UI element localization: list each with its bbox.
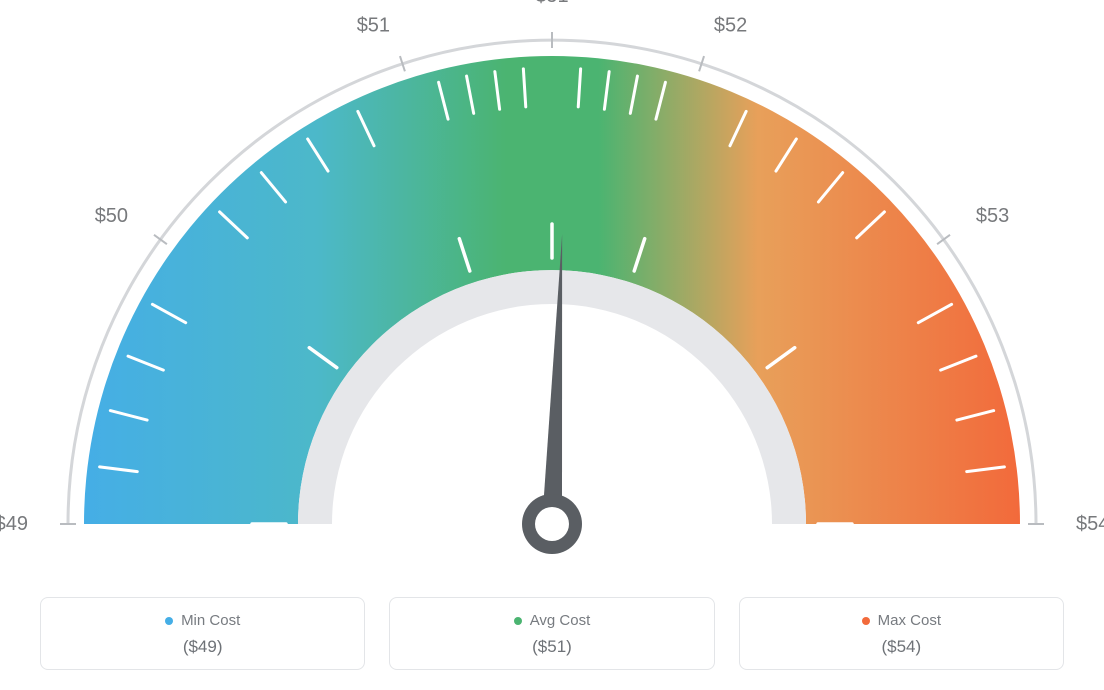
dot-icon xyxy=(862,617,870,625)
svg-text:$53: $53 xyxy=(976,205,1009,227)
cost-gauge-widget: $49 $50 $51 $51 $52 $53 $54 Min Cost ($49) Avg… xyxy=(0,0,1104,690)
legend-title-max: Max Cost xyxy=(862,612,941,629)
legend-card-avg: Avg Cost ($51) xyxy=(389,597,714,671)
legend-value: ($51) xyxy=(398,637,705,657)
gauge-chart: $49 $50 $51 $51 $52 $53 $54 xyxy=(0,0,1104,570)
legend-label: Avg Cost xyxy=(530,612,591,629)
svg-text:$52: $52 xyxy=(714,15,747,37)
legend-title-avg: Avg Cost xyxy=(514,612,591,629)
svg-text:$49: $49 xyxy=(0,513,28,535)
dot-icon xyxy=(514,617,522,625)
legend-label: Max Cost xyxy=(878,612,941,629)
svg-text:$54: $54 xyxy=(1076,513,1104,535)
legend-card-max: Max Cost ($54) xyxy=(739,597,1064,671)
legend-title-min: Min Cost xyxy=(165,612,240,629)
svg-text:$51: $51 xyxy=(535,0,568,7)
legend-label: Min Cost xyxy=(181,612,240,629)
svg-text:$51: $51 xyxy=(357,15,390,37)
legend-row: Min Cost ($49) Avg Cost ($51) Max Cost (… xyxy=(40,597,1064,671)
svg-text:$50: $50 xyxy=(95,205,128,227)
legend-card-min: Min Cost ($49) xyxy=(40,597,365,671)
legend-value: ($49) xyxy=(49,637,356,657)
dot-icon xyxy=(165,617,173,625)
legend-value: ($54) xyxy=(748,637,1055,657)
